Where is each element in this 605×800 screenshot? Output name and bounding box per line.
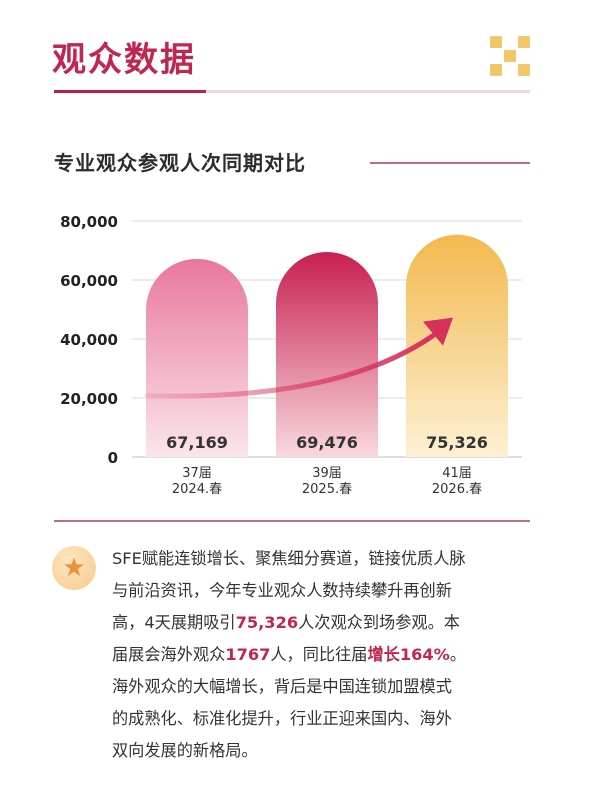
y-tick-label: 80,000 [60, 213, 118, 231]
y-tick-label: 60,000 [60, 272, 118, 290]
highlight-visitor-count: 75,326 [235, 613, 299, 632]
para-line: 双向发展的新格局。 [112, 741, 258, 760]
section-title: 专业观众参观人次同期对比 [54, 151, 306, 175]
bar-value-label: 69,476 [296, 433, 358, 452]
para-line: 与前沿资讯，今年专业观众人数持续攀升再创新 [112, 581, 452, 600]
bar-value-label: 67,169 [166, 433, 228, 452]
trend-arrow-head [423, 317, 453, 346]
para-line: 的成熟化、标准化提升，行业正迎来国内、海外 [112, 709, 452, 728]
x-tick-label: 41届 [442, 466, 472, 481]
x-tick-label: 2026.春 [432, 482, 482, 497]
header-underline [54, 90, 530, 93]
x-tick-label: 2025.春 [302, 482, 352, 497]
bar-chart: 0 20,000 40,000 60,000 80,000 67,169 37届2024.春… [60, 213, 522, 497]
bar-value-label: 75,326 [426, 433, 488, 452]
section-title-rule [370, 162, 530, 164]
bar [406, 234, 508, 457]
star-badge-icon: ★ [52, 546, 96, 590]
bar [276, 252, 378, 457]
y-tick-label: 0 [108, 449, 118, 467]
x-tick-label: 2024.春 [172, 482, 222, 497]
highlight-overseas-count: 1767 [225, 645, 271, 664]
x-tick-label: 39届 [312, 466, 342, 481]
para-line: 届展会海外观众1767人，同比往届增长164%。 [112, 645, 467, 664]
para-line: 海外观众的大幅增长，背后是中国连锁加盟模式 [112, 677, 452, 696]
trend-arrow-line [144, 333, 436, 399]
decorative-squares-icon [490, 36, 530, 76]
para-line: 高，4天展期吸引75,326人次观众到场参观。本 [112, 613, 460, 632]
y-tick-label: 40,000 [60, 331, 118, 349]
highlight-growth-rate: 增长164% [367, 645, 450, 664]
para-line: SFE赋能连锁增长、聚焦细分赛道，链接优质人脉 [112, 549, 466, 568]
section-divider [54, 520, 530, 522]
description-paragraph: SFE赋能连锁增长、聚焦细分赛道，链接优质人脉 与前沿资讯，今年专业观众人数持续… [112, 543, 542, 767]
x-tick-label: 37届 [182, 466, 212, 481]
y-tick-label: 20,000 [60, 390, 118, 408]
bar [146, 258, 248, 457]
page-title: 观众数据 [52, 40, 196, 80]
